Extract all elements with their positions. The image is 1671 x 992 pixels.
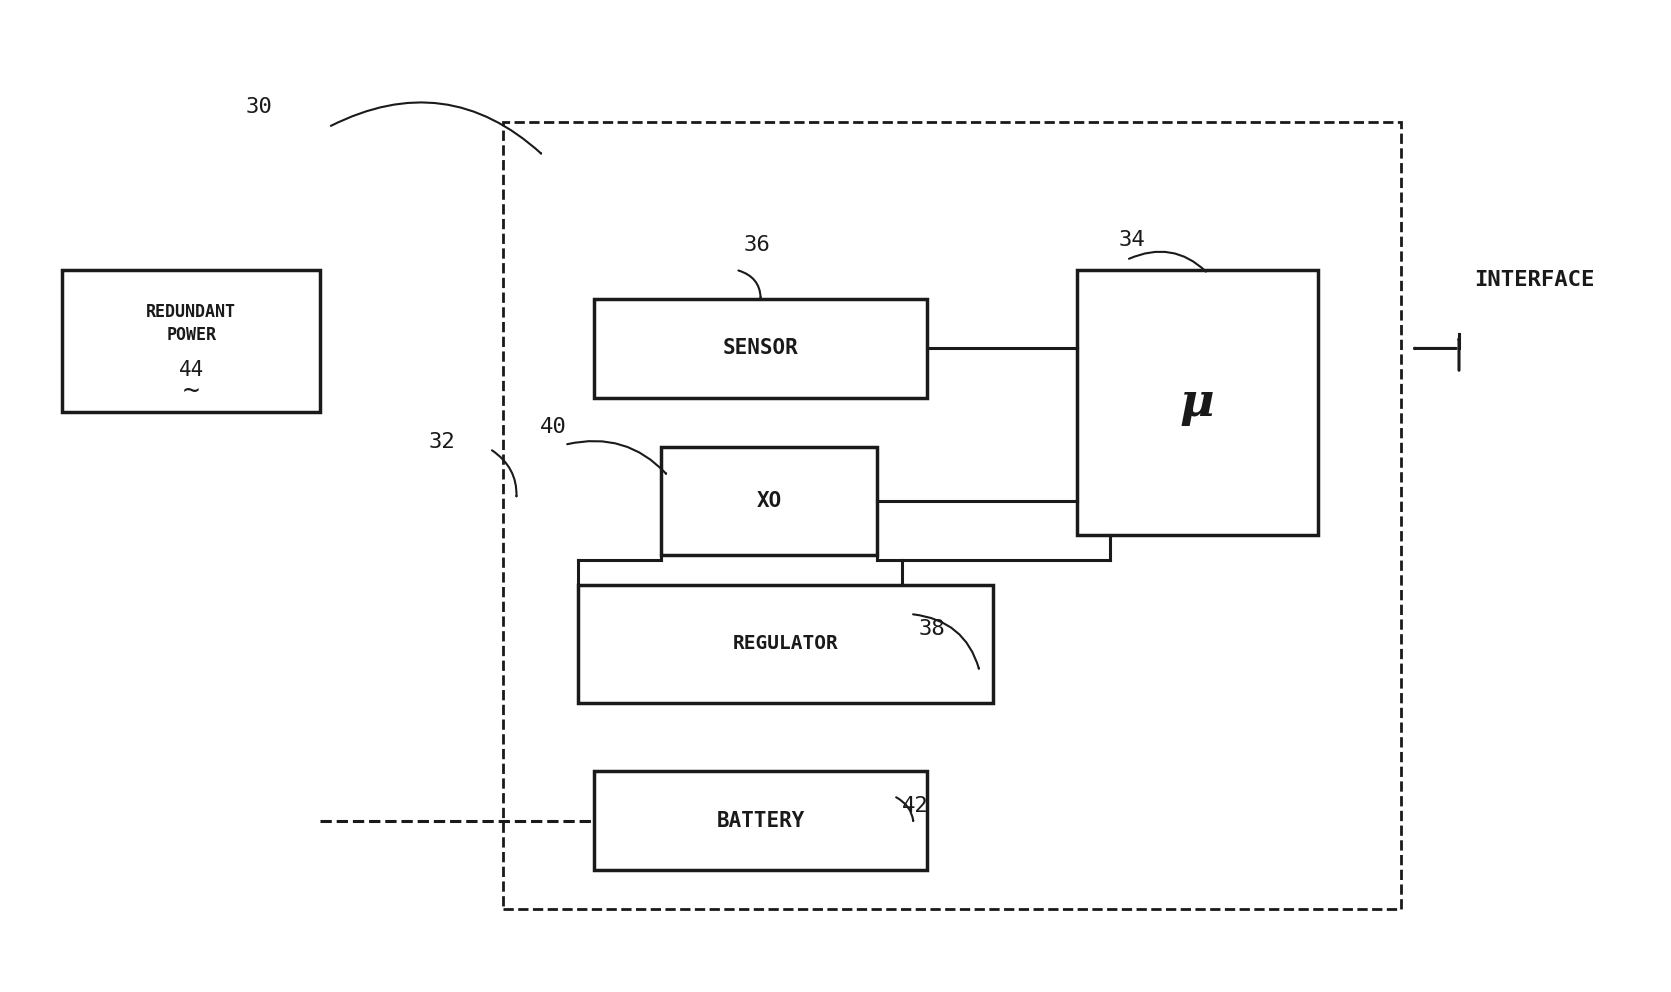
Text: INTERFACE: INTERFACE xyxy=(1474,270,1594,290)
Text: 32: 32 xyxy=(428,432,455,452)
Bar xyxy=(62,270,321,413)
Text: 36: 36 xyxy=(744,235,770,255)
Text: XO: XO xyxy=(757,491,782,511)
Bar xyxy=(595,772,927,870)
Bar xyxy=(503,122,1400,909)
Text: REGULATOR: REGULATOR xyxy=(734,634,839,653)
Text: BATTERY: BATTERY xyxy=(717,810,805,830)
Text: 38: 38 xyxy=(919,619,946,639)
Text: 44: 44 xyxy=(179,360,204,380)
Bar xyxy=(578,584,994,702)
Text: 42: 42 xyxy=(902,796,929,815)
Text: μ: μ xyxy=(1180,380,1215,426)
Bar xyxy=(595,300,927,398)
Text: ~: ~ xyxy=(182,377,199,405)
Text: 34: 34 xyxy=(1118,230,1145,250)
Bar xyxy=(662,446,877,555)
Text: 30: 30 xyxy=(246,97,272,117)
Text: REDUNDANT
POWER: REDUNDANT POWER xyxy=(147,303,236,344)
Bar xyxy=(1076,270,1318,536)
Text: SENSOR: SENSOR xyxy=(724,338,799,358)
Text: 40: 40 xyxy=(540,418,566,437)
